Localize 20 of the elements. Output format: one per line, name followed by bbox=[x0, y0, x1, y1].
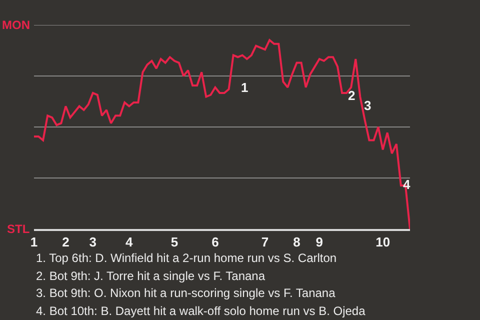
x-tick-label: 1 bbox=[30, 234, 38, 250]
x-tick-label: 10 bbox=[376, 234, 390, 250]
text: 4. Bot 10th: B. Dayett hit a walk-off solo home run vs B. Ojeda bbox=[36, 304, 366, 318]
x-tick-label: 8 bbox=[293, 234, 300, 250]
x-tick-label: 3 bbox=[89, 234, 97, 250]
x-tick-label: 4 bbox=[126, 234, 134, 250]
annotation: 2 bbox=[348, 88, 356, 103]
x-tick-label: 2 bbox=[62, 234, 70, 250]
annotation: 3 bbox=[364, 98, 372, 113]
text: 1. Top 6th: D. Winfield hit a 2-run home run vs S. Carlton bbox=[36, 251, 337, 265]
annotation: 1 bbox=[241, 80, 248, 95]
text: MON bbox=[2, 18, 30, 32]
x-tick-label: 9 bbox=[316, 234, 324, 250]
x-tick-label: 6 bbox=[212, 234, 219, 250]
annotation: 4 bbox=[403, 177, 411, 192]
x-tick-label: 5 bbox=[170, 234, 178, 250]
x-tick-label: 7 bbox=[261, 234, 269, 250]
text: 2. Bot 9th: J. Torre hit a single vs F. Tanana bbox=[36, 269, 266, 283]
text: 3. Bot 9th: O. Nixon hit a run-scoring single vs F. Tanana bbox=[36, 286, 336, 300]
text: STL bbox=[7, 222, 30, 236]
